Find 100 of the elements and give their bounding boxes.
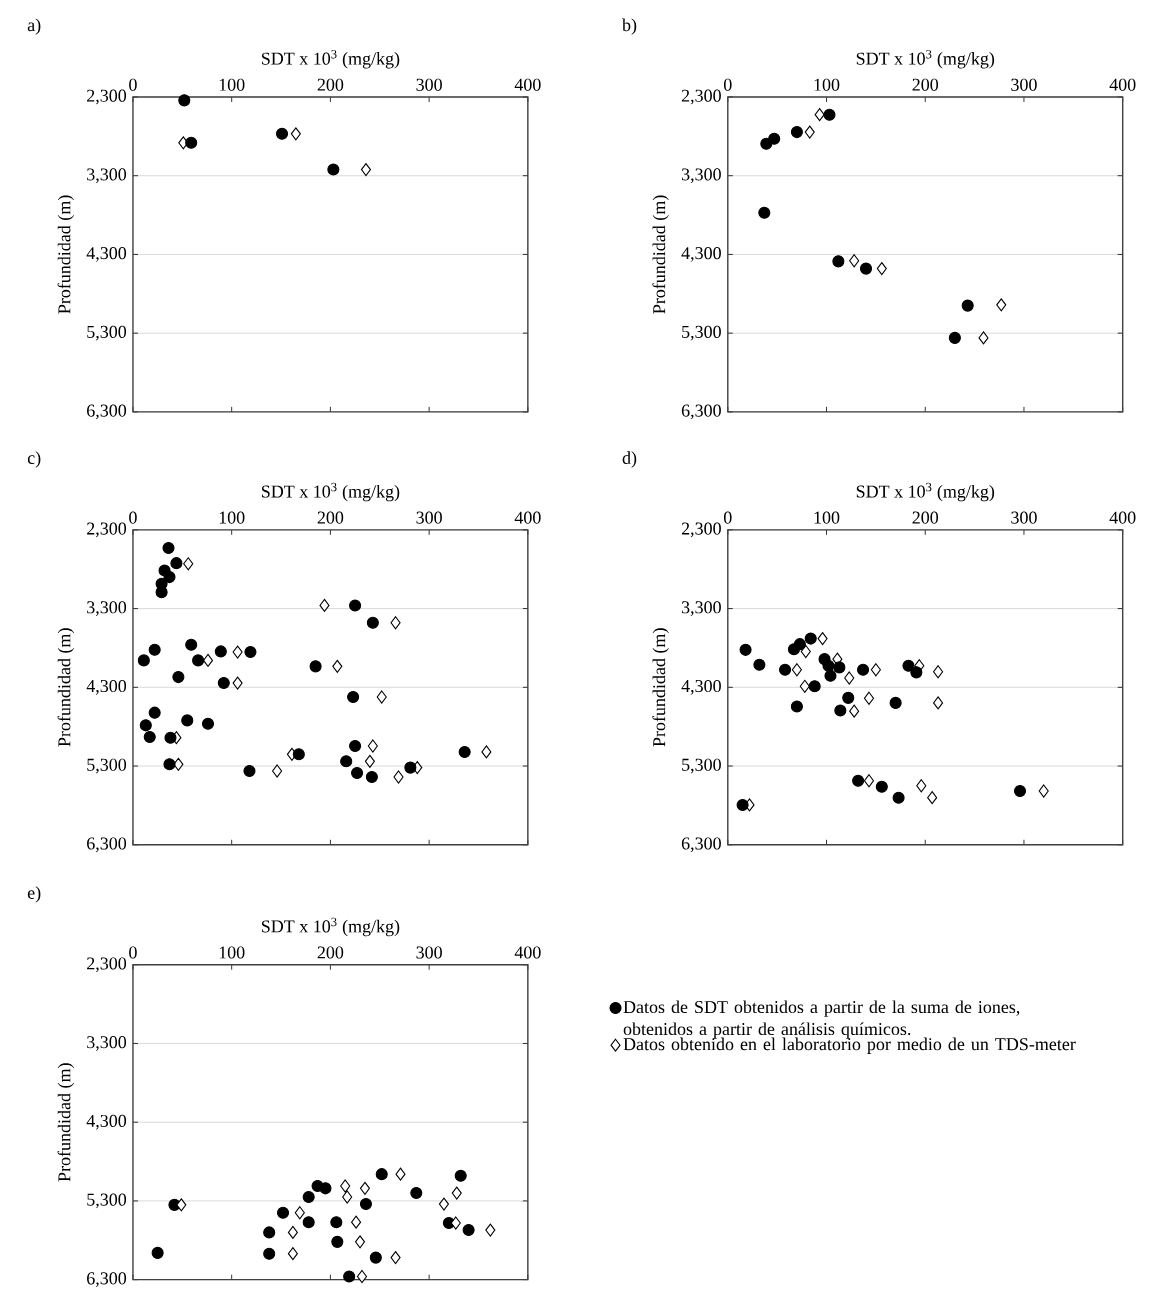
y-axis-title: Profundidad (m) (652, 195, 670, 314)
point (148, 706, 161, 719)
point (143, 730, 156, 744)
x-tick-label: 0 (724, 511, 732, 524)
point (844, 671, 855, 685)
point (203, 653, 214, 667)
point (170, 557, 183, 570)
x-axis-title: SDT x 10$^{3}$ (mg/kg) (262, 49, 400, 69)
chart-title: a) (27, 18, 41, 35)
point (349, 599, 362, 612)
y-tick-label: 4,300 (86, 247, 127, 262)
point (410, 1187, 423, 1200)
x-tick-label: 300 (416, 78, 443, 91)
point (804, 125, 815, 139)
y-tick-label: 6,300 (87, 837, 127, 853)
point (367, 739, 379, 753)
point (351, 766, 364, 780)
point (753, 658, 766, 671)
point (852, 774, 865, 787)
point (183, 557, 194, 571)
point (232, 645, 243, 659)
point (192, 654, 205, 667)
x-tick-label: 100 (219, 511, 245, 524)
point (294, 1206, 306, 1220)
point (330, 1216, 343, 1229)
x-tick-label: 100 (814, 78, 840, 91)
y-axis-title: Profundidad (m) (57, 1063, 75, 1182)
x-tick-label: 300 (1011, 78, 1037, 91)
x-tick-label: 200 (912, 78, 939, 91)
point (272, 764, 283, 778)
x-tick-label: 400 (1109, 78, 1136, 91)
y-tick-label: 3,300 (682, 601, 722, 616)
point (319, 598, 330, 612)
point (243, 764, 256, 778)
point (302, 1190, 315, 1204)
x-axis-title: SDT x 10$^{3}$ (mg/kg) (262, 917, 400, 937)
y-tick-label: 5,300 (87, 325, 127, 341)
y-tick-label: 3,300 (87, 601, 127, 616)
point (808, 680, 821, 693)
chart-title: b) (622, 18, 637, 35)
point (214, 645, 228, 658)
point (366, 616, 380, 629)
x-tick-label: 400 (1109, 511, 1136, 524)
point (361, 163, 372, 177)
point (390, 1251, 401, 1265)
chart-title: e) (28, 886, 41, 903)
point (760, 137, 773, 150)
point (404, 761, 417, 774)
point (139, 719, 152, 732)
point (162, 541, 175, 555)
x-axis-title: SDT x 10$^{3}$ (mg/kg) (856, 482, 995, 502)
point (332, 659, 343, 673)
point (849, 704, 860, 718)
point (451, 1186, 462, 1200)
point (832, 255, 845, 268)
point (889, 696, 902, 709)
point (163, 571, 176, 584)
y-tick-label: 3,300 (87, 1036, 127, 1051)
point (360, 1198, 373, 1211)
point (263, 1226, 276, 1239)
point (288, 1225, 299, 1239)
point (290, 127, 302, 141)
y-tick-label: 3,300 (682, 168, 722, 184)
point (355, 1235, 366, 1249)
point (791, 700, 804, 713)
y-tick-label: 2,300 (87, 89, 127, 105)
point (340, 755, 353, 768)
y-tick-label: 5,300 (87, 1193, 127, 1209)
point (173, 757, 184, 771)
point (349, 739, 362, 753)
point (758, 206, 771, 219)
y-tick-label: 6,300 (682, 837, 722, 853)
x-tick-label: 0 (129, 78, 137, 91)
x-tick-label: 200 (912, 511, 939, 524)
point (864, 774, 875, 788)
y-tick-label: 5,300 (682, 325, 722, 341)
chart-title: c) (28, 451, 41, 468)
point (833, 661, 846, 674)
chart-title: d) (622, 451, 637, 468)
point (148, 643, 161, 656)
y-tick-label: 2,300 (87, 522, 127, 538)
point (376, 690, 387, 704)
point (736, 798, 749, 811)
x-tick-label: 0 (724, 78, 732, 91)
point (347, 690, 360, 704)
point (864, 691, 875, 705)
x-tick-label: 100 (219, 78, 245, 91)
point (185, 136, 198, 149)
point (302, 1216, 315, 1229)
y-tick-label: 4,300 (681, 679, 722, 695)
point (277, 1206, 290, 1219)
point (351, 1215, 362, 1229)
point (948, 331, 962, 344)
point (817, 632, 828, 646)
y-tick-label: 5,300 (682, 758, 722, 774)
point (849, 254, 860, 268)
legend-label: Datos obtenido en el laboratorio por medio de un TDS-meter (623, 1037, 1076, 1054)
y-tick-label: 4,300 (86, 679, 127, 695)
point (202, 717, 215, 730)
y-axis-title: Profundidad (m) (57, 628, 75, 747)
